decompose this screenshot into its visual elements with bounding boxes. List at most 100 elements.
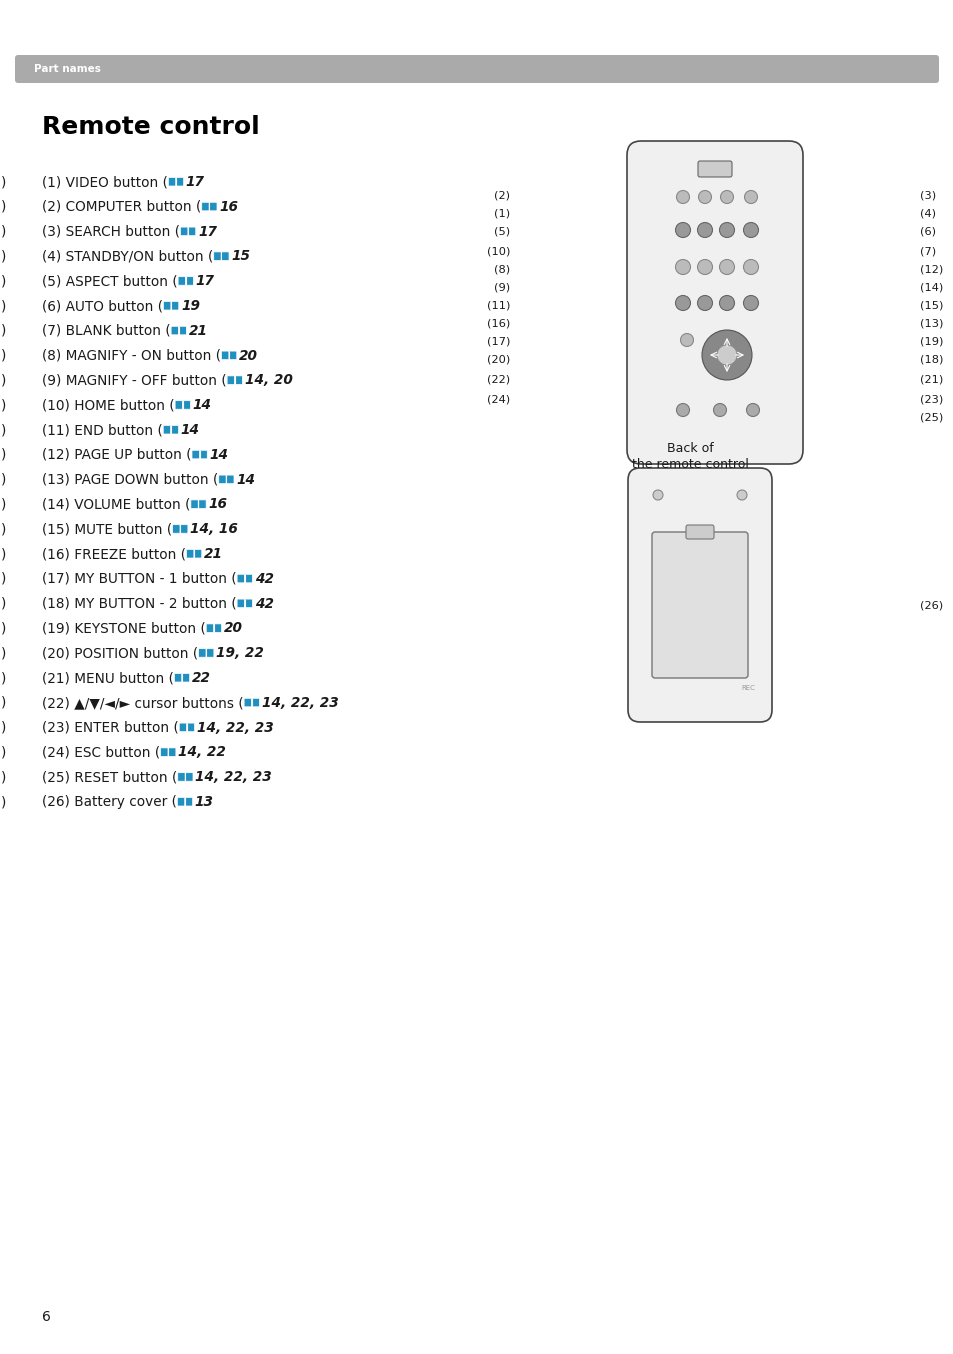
Text: Back of: Back of (666, 441, 713, 455)
Text: ): ) (1, 200, 7, 214)
Text: (10): (10) (486, 246, 510, 256)
FancyBboxPatch shape (188, 227, 195, 236)
FancyBboxPatch shape (198, 500, 206, 508)
Text: 14, 22: 14, 22 (178, 746, 226, 760)
FancyBboxPatch shape (210, 202, 216, 211)
Circle shape (742, 260, 758, 275)
Text: Part names: Part names (34, 64, 101, 74)
Circle shape (675, 222, 690, 237)
Circle shape (719, 260, 734, 275)
Text: (9): (9) (494, 282, 510, 292)
Text: 14, 22, 23: 14, 22, 23 (261, 696, 338, 709)
FancyBboxPatch shape (179, 326, 186, 334)
Text: (5): (5) (494, 227, 510, 237)
Text: ): ) (1, 299, 7, 313)
FancyBboxPatch shape (177, 773, 185, 781)
FancyBboxPatch shape (244, 699, 252, 707)
FancyBboxPatch shape (172, 302, 178, 310)
Text: ): ) (1, 746, 7, 760)
Text: (14): (14) (919, 282, 943, 292)
FancyBboxPatch shape (229, 351, 236, 360)
Text: (18): (18) (919, 355, 943, 366)
Text: 14, 16: 14, 16 (190, 523, 237, 536)
FancyBboxPatch shape (245, 598, 253, 608)
Text: 42: 42 (254, 571, 274, 586)
FancyBboxPatch shape (627, 468, 771, 722)
Text: (26) Battery cover (: (26) Battery cover ( (42, 795, 176, 808)
Text: (24): (24) (486, 395, 510, 405)
Text: (5) ASPECT button (: (5) ASPECT button ( (42, 275, 177, 288)
FancyBboxPatch shape (163, 425, 171, 435)
Text: 14, 22, 23: 14, 22, 23 (195, 770, 272, 784)
FancyBboxPatch shape (221, 351, 229, 360)
Circle shape (742, 222, 758, 237)
Text: 14: 14 (210, 448, 229, 462)
Circle shape (697, 260, 712, 275)
Text: 21: 21 (189, 324, 208, 337)
Text: (25): (25) (919, 413, 943, 422)
Text: (7): (7) (919, 246, 935, 256)
Text: ): ) (1, 324, 7, 337)
Text: ): ) (1, 249, 7, 264)
FancyBboxPatch shape (163, 302, 171, 310)
Text: ): ) (1, 448, 7, 462)
Text: 19, 22: 19, 22 (216, 646, 264, 661)
Circle shape (698, 191, 711, 203)
Text: ): ) (1, 175, 7, 190)
Text: 13: 13 (194, 795, 213, 808)
Text: (8) MAGNIFY - ON button (: (8) MAGNIFY - ON button ( (42, 348, 221, 363)
Text: (20): (20) (486, 355, 510, 366)
Text: (15): (15) (919, 301, 943, 310)
Text: (6): (6) (919, 227, 935, 237)
FancyBboxPatch shape (227, 376, 234, 385)
FancyBboxPatch shape (175, 401, 182, 409)
Text: ): ) (1, 275, 7, 288)
Text: (25) RESET button (: (25) RESET button ( (42, 770, 177, 784)
Text: (7) BLANK button (: (7) BLANK button ( (42, 324, 171, 337)
FancyBboxPatch shape (180, 227, 188, 236)
Text: 42: 42 (254, 597, 274, 611)
Text: (2) COMPUTER button (: (2) COMPUTER button ( (42, 200, 201, 214)
FancyBboxPatch shape (201, 202, 209, 211)
FancyBboxPatch shape (171, 326, 178, 334)
Text: (14) VOLUME button (: (14) VOLUME button ( (42, 497, 191, 512)
FancyBboxPatch shape (227, 475, 233, 483)
FancyBboxPatch shape (15, 56, 938, 83)
Text: (20) POSITION button (: (20) POSITION button ( (42, 646, 198, 661)
FancyBboxPatch shape (206, 649, 213, 657)
FancyBboxPatch shape (182, 673, 190, 682)
FancyBboxPatch shape (252, 699, 259, 707)
Text: (3) SEARCH button (: (3) SEARCH button ( (42, 225, 180, 238)
Text: ): ) (1, 348, 7, 363)
Text: ): ) (1, 225, 7, 238)
Text: (13) PAGE DOWN button (: (13) PAGE DOWN button ( (42, 473, 218, 486)
Circle shape (697, 222, 712, 237)
FancyBboxPatch shape (685, 525, 713, 539)
Text: (19): (19) (919, 336, 943, 347)
FancyBboxPatch shape (171, 425, 178, 435)
FancyBboxPatch shape (183, 401, 191, 409)
FancyBboxPatch shape (198, 649, 206, 657)
Text: (16): (16) (486, 318, 510, 328)
Text: (1) VIDEO button (: (1) VIDEO button ( (42, 175, 168, 190)
Text: (19) KEYSTONE button (: (19) KEYSTONE button ( (42, 621, 206, 635)
FancyBboxPatch shape (180, 525, 188, 533)
Text: (1): (1) (494, 209, 510, 218)
Text: (11) END button (: (11) END button ( (42, 422, 163, 437)
Text: (23) ENTER button (: (23) ENTER button ( (42, 720, 178, 735)
Text: ): ) (1, 571, 7, 586)
FancyBboxPatch shape (626, 141, 802, 464)
FancyBboxPatch shape (221, 252, 229, 260)
Text: (21): (21) (919, 374, 943, 385)
Text: (10) HOME button (: (10) HOME button ( (42, 398, 174, 412)
Text: 22: 22 (192, 672, 211, 685)
FancyBboxPatch shape (200, 451, 207, 459)
FancyBboxPatch shape (698, 161, 731, 177)
Text: (2): (2) (494, 191, 510, 200)
Text: 20: 20 (224, 621, 242, 635)
Text: ): ) (1, 646, 7, 661)
Text: 14: 14 (236, 473, 255, 486)
Text: (22): (22) (486, 374, 510, 385)
FancyBboxPatch shape (237, 598, 244, 608)
FancyBboxPatch shape (172, 525, 180, 533)
